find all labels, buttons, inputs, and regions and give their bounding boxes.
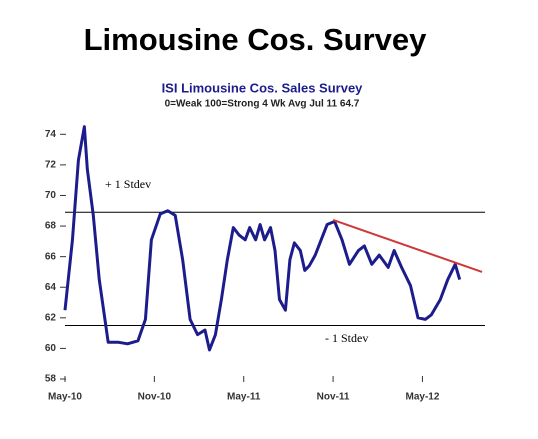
chart-subtitle: ISI Limousine Cos. Sales Survey [162, 80, 364, 95]
x-tick-label: May-12 [405, 392, 439, 403]
chart-title: Limousine Cos. Survey [84, 22, 428, 57]
x-tick-label: May-10 [48, 392, 82, 403]
y-tick-label: 74 [45, 129, 57, 140]
y-tick-label: 62 [45, 312, 57, 323]
y-tick-label: 70 [45, 190, 57, 201]
trend-line [332, 218, 483, 273]
chart-subtitle: 0=Weak 100=Strong 4 Wk Avg Jul 11 64.7 [165, 99, 360, 110]
y-tick-label: 66 [45, 251, 57, 262]
reference-label: + 1 Stdev [105, 177, 151, 191]
y-tick-label: 72 [45, 160, 57, 171]
y-tick-label: 68 [45, 221, 57, 232]
y-tick-label: 58 [45, 374, 57, 385]
data-line [63, 125, 462, 352]
reference-label: - 1 Stdev [325, 331, 368, 345]
x-tick-label: Nov-10 [138, 392, 172, 403]
y-tick-label: 64 [45, 282, 57, 293]
y-tick-label: 60 [45, 343, 57, 354]
x-tick-label: Nov-11 [317, 392, 350, 403]
x-tick-label: May-11 [227, 392, 261, 403]
